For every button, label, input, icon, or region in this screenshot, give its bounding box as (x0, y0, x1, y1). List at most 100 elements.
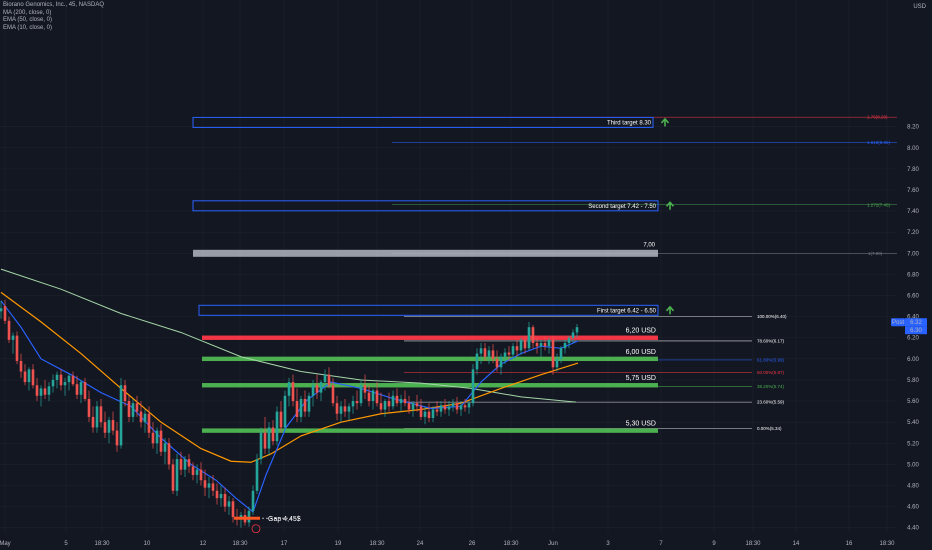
candle-body-22 (87, 398, 91, 417)
time-tick-16: 18:30 (745, 541, 761, 547)
candle-52 (207, 477, 211, 499)
candle-98 (391, 390, 395, 410)
candle-body-79 (315, 385, 319, 393)
candle-body-23 (91, 416, 95, 428)
candle-91 (363, 374, 367, 399)
candle-body-76 (303, 398, 307, 412)
candle-46 (183, 455, 187, 478)
candle-80 (319, 379, 323, 402)
time-tick-9: 24 (417, 541, 424, 547)
time-tick-10: 26 (469, 541, 476, 547)
candle-122 (487, 346, 491, 365)
candle-body-1 (3, 306, 7, 321)
candle-body-20 (79, 382, 83, 395)
legend-ma200: MA (200, close, 0) (3, 9, 52, 16)
candle-body-102 (407, 403, 411, 410)
candle-body-93 (371, 390, 375, 402)
candle-113 (451, 398, 455, 412)
candle-body-68 (271, 427, 275, 442)
candle-body-135 (539, 343, 543, 347)
candle-115 (459, 401, 463, 416)
time-tick-13: 3 (606, 541, 610, 547)
candle-body-132 (527, 327, 531, 349)
price-axis-unit: USD (913, 4, 926, 10)
chart-legend: Biorano Genomics, Inc., 45, NASDAQ MA (2… (3, 2, 104, 32)
candle-31 (123, 379, 127, 407)
candle-body-83 (331, 385, 335, 404)
candle-body-105 (419, 406, 423, 417)
candle-body-38 (151, 432, 155, 444)
candle-body-0 (0, 308, 3, 312)
candle-37 (147, 406, 151, 439)
candle-body-77 (307, 395, 311, 412)
candle-96 (383, 398, 387, 417)
candle-body-126 (503, 352, 507, 357)
candle-body-45 (179, 459, 183, 470)
candle-8 (31, 364, 35, 389)
candle-19 (75, 375, 79, 399)
candle-139 (555, 353, 559, 372)
candle-92 (367, 385, 371, 407)
price-tick-4: 5.20 (907, 441, 919, 447)
fib-label-10: 0.00%(5.34) (757, 426, 782, 431)
candle-82 (327, 367, 331, 389)
candle-body-122 (487, 350, 491, 357)
price-tick-2: 4.80 (907, 484, 919, 490)
candle-body-46 (183, 459, 187, 470)
candle-141 (563, 339, 567, 354)
price-axis[interactable]: USD 4.40 4.60 4.80 5.00 5.20 5.40 5.60 5.80 6.00 6… (891, 0, 932, 550)
candle-body-104 (415, 403, 419, 407)
candle-body-74 (295, 401, 299, 417)
candle-body-110 (439, 405, 443, 412)
candle-body-6 (23, 371, 27, 383)
target-box-0 (192, 116, 654, 128)
last-price-top: 6.32 (910, 320, 922, 326)
candle-body-15 (59, 374, 63, 386)
candle-133 (531, 325, 535, 349)
candle-126 (503, 348, 507, 365)
candle-body-69 (275, 411, 279, 442)
candle-body-141 (563, 343, 567, 349)
candle-body-3 (11, 335, 15, 340)
level-label-2: 5,75 USD (626, 375, 656, 382)
candle-11 (43, 379, 47, 399)
level-bar-0 (202, 335, 658, 340)
candle-body-123 (491, 350, 495, 359)
candle-120 (479, 343, 483, 365)
candle-67 (267, 422, 271, 456)
candle-body-42 (167, 443, 171, 465)
price-tick-15: 7.40 (907, 209, 919, 215)
fib-label-1: 1.618(8.05) (867, 140, 891, 145)
candle-16 (63, 377, 67, 396)
candle-125 (499, 353, 503, 375)
candle-body-28 (111, 420, 115, 431)
candle-117 (467, 401, 471, 414)
last-price-top-bg (905, 318, 927, 327)
level-label-3: 5,30 USD (626, 421, 656, 428)
candle-body-128 (511, 346, 515, 355)
candle-body-17 (67, 375, 71, 383)
time-axis[interactable]: May 5 18:30 10 12 18:30 17 19 18:30 24 26 18:30 Jun 3… (0, 533, 932, 550)
candle-49 (195, 464, 199, 484)
candle-body-78 (311, 385, 315, 396)
candle-127 (507, 346, 511, 361)
candle-128 (511, 343, 515, 359)
candle-84 (335, 395, 339, 421)
candle-body-127 (507, 352, 511, 355)
fib-label-2: 1.272(7.46) (867, 202, 891, 207)
candle-35 (139, 401, 143, 428)
candle-39 (155, 427, 159, 454)
candle-body-89 (355, 401, 359, 404)
candle-body-70 (279, 411, 283, 428)
candle-118 (471, 364, 475, 407)
candle-body-112 (447, 406, 451, 410)
candle-70 (279, 401, 283, 433)
candle-body-124 (495, 358, 499, 368)
candle-99 (395, 388, 399, 407)
candle-body-63 (251, 490, 255, 511)
candle-89 (355, 390, 359, 410)
candle-body-111 (443, 405, 447, 410)
candle-97 (387, 392, 391, 412)
ma200-line (0, 268, 577, 403)
